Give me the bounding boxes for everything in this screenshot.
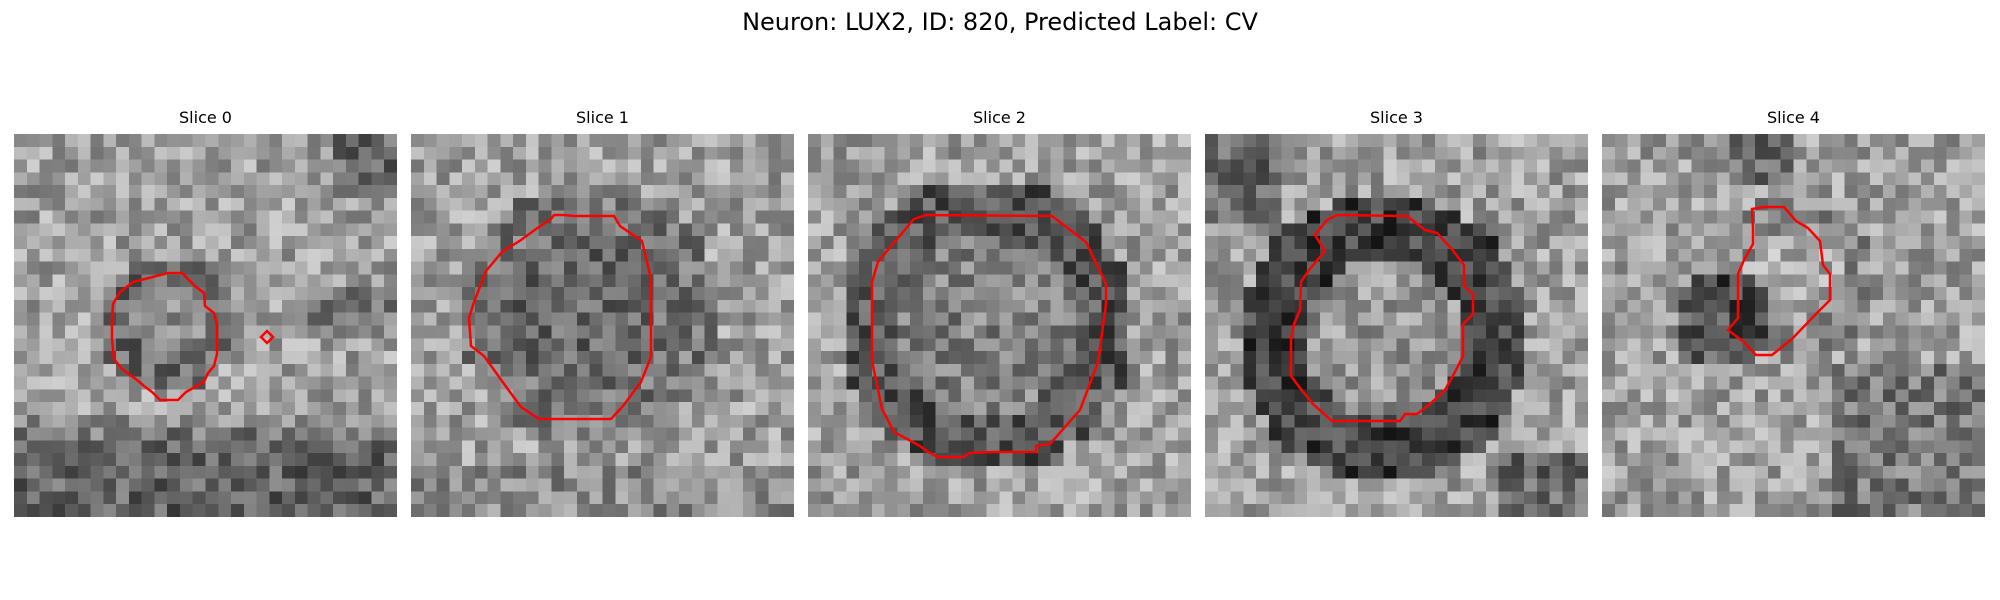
slice-image-frame [411,134,794,517]
small-contour-marker [259,329,275,345]
contour-overlay [467,213,653,421]
slice-title: Slice 1 [576,108,629,127]
grayscale-slice-image [1205,134,1588,517]
slice-image-frame [1602,134,1985,517]
slice-image-frame [14,134,397,517]
slice-title: Slice 2 [973,108,1026,127]
grayscale-slice-image [1602,134,1985,517]
slice-panel-1: Slice 1 [411,108,794,517]
grayscale-slice-image [14,134,397,517]
slice-image-frame [1205,134,1588,517]
segmentation-contour [1289,213,1475,423]
contour-overlay [110,271,275,402]
contour-overlay [1289,213,1475,423]
slice-image-frame [808,134,1191,517]
segmentation-contour [467,213,653,421]
slice-panel-0: Slice 0 [14,108,397,517]
slice-title: Slice 3 [1370,108,1423,127]
figure-title: Neuron: LUX2, ID: 820, Predicted Label: … [742,8,1258,36]
segmentation-contour [1726,205,1832,357]
segmentation-contour [870,213,1108,459]
slice-panel-4: Slice 4 [1602,108,1985,517]
contour-overlay [1726,205,1832,357]
slice-panel-2: Slice 2 [808,108,1191,517]
slice-panel-3: Slice 3 [1205,108,1588,517]
segmentation-contour [110,271,219,402]
contour-overlay [870,213,1108,459]
slice-title: Slice 4 [1767,108,1820,127]
grayscale-slice-image [411,134,794,517]
slice-title: Slice 0 [179,108,232,127]
